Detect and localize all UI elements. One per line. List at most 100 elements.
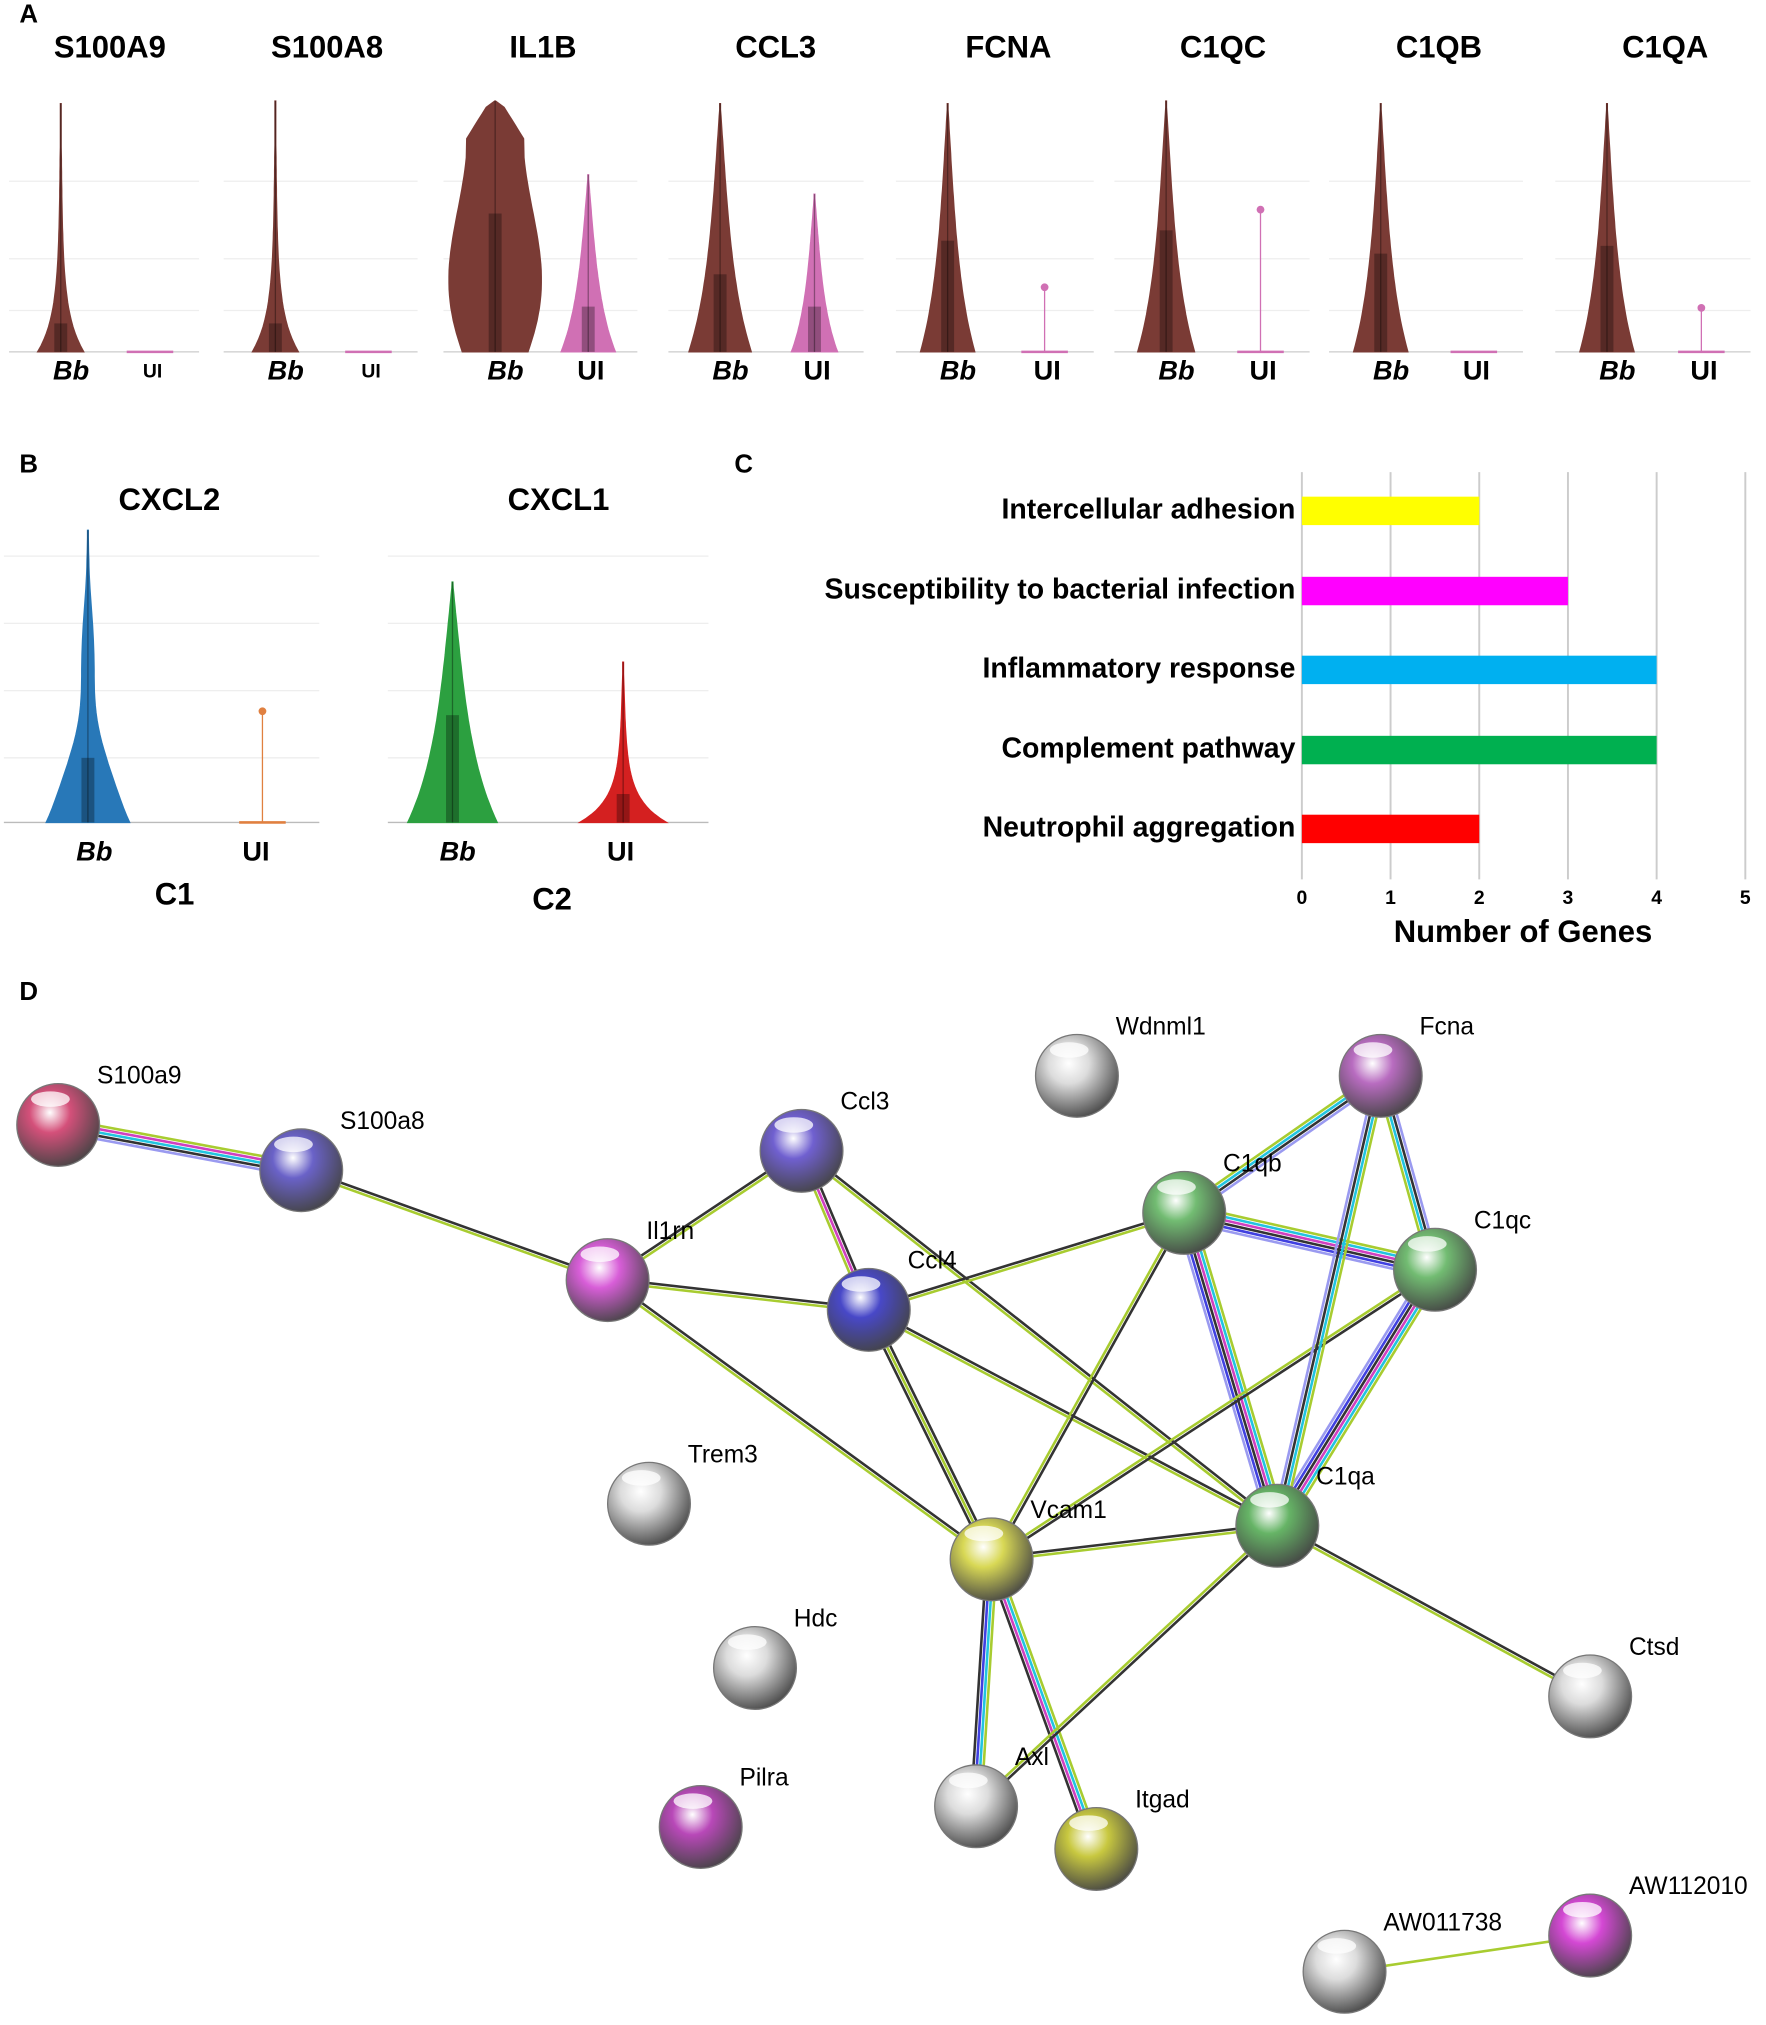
network-links: [56, 1070, 1592, 1974]
network-link: [870, 1307, 996, 1559]
network-link: [1280, 1271, 1441, 1530]
node-label: Hdc: [794, 1606, 838, 1633]
network-link: [1178, 1213, 1274, 1528]
gene-title: CXCL2: [119, 482, 221, 517]
x-axis-label: Number of Genes: [1394, 914, 1653, 949]
x-tick-label: 5: [1740, 887, 1751, 909]
network-link: [989, 1267, 1435, 1560]
network-link: [799, 1151, 1278, 1529]
gene-title: CCL3: [735, 30, 816, 65]
category-label: Susceptibility to bacterial infection: [825, 574, 1296, 606]
node-highlight: [1069, 1815, 1108, 1831]
network-link: [991, 1270, 1437, 1562]
network-link: [607, 1277, 870, 1310]
group-label: Bb: [487, 355, 523, 386]
violin-bb: [1352, 102, 1409, 353]
network-link: [976, 1526, 1280, 1809]
node-label: S100a8: [340, 1108, 425, 1135]
group-label: UI: [1250, 355, 1277, 386]
network-link: [988, 1211, 1184, 1560]
violin-bb: [251, 100, 300, 353]
node-label: AW112010: [1629, 1873, 1748, 1900]
category-label: Intercellular adhesion: [1001, 493, 1295, 525]
node-highlight: [1250, 1492, 1289, 1508]
node-highlight: [274, 1136, 313, 1153]
network-link: [1277, 1523, 1592, 1697]
node-highlight: [31, 1091, 70, 1107]
node-highlight: [774, 1117, 814, 1133]
network-link: [605, 1280, 992, 1562]
node-label: Vcam1: [1030, 1497, 1106, 1524]
violin-bb: [45, 529, 131, 824]
node-label: Itgad: [1135, 1787, 1190, 1814]
node-highlight: [1353, 1042, 1393, 1058]
network-link: [607, 1280, 869, 1313]
group-label: Bb: [268, 355, 304, 386]
network-link: [991, 1558, 1100, 1849]
network-link: [1182, 1216, 1435, 1276]
violin-bb: [919, 102, 976, 353]
gene-title: CXCL1: [508, 482, 610, 517]
group-label: UI: [607, 836, 634, 867]
network-link: [1185, 1206, 1437, 1267]
panel-label: A: [19, 1, 38, 29]
group-label: UI: [804, 355, 831, 386]
violin-box: [446, 715, 459, 823]
network-link: [1182, 1219, 1434, 1280]
category-label: Neutrophil aggregation: [983, 811, 1296, 843]
node-label: Fcna: [1420, 1013, 1475, 1040]
violin-box: [488, 213, 502, 352]
group-label: Bb: [1599, 355, 1635, 386]
panel-label: C: [734, 450, 753, 478]
group-label: Bb: [940, 355, 976, 386]
node-highlight: [580, 1246, 620, 1263]
category-label: Complement pathway: [1002, 733, 1296, 765]
group-label: UI: [1463, 355, 1490, 386]
bar: [1301, 655, 1657, 685]
network-link: [868, 1213, 1186, 1313]
network-link: [300, 1170, 608, 1283]
network-link: [1174, 1214, 1271, 1529]
gene-title: S100A9: [54, 30, 166, 65]
gene-title: IL1B: [509, 30, 576, 65]
node-label: Wdnml1: [1116, 1013, 1206, 1040]
violin-box: [81, 757, 95, 823]
violin-ui: [560, 174, 617, 353]
network-link: [995, 1557, 1103, 1848]
network-link: [1187, 1211, 1284, 1525]
network-link: [1271, 1266, 1432, 1524]
violin-box: [941, 240, 955, 352]
network-link: [1184, 1212, 1281, 1526]
group-label: Bb: [1373, 355, 1409, 386]
group-label: Bb: [712, 355, 748, 386]
network-link: [1274, 1268, 1435, 1526]
network-link: [985, 1560, 1093, 1852]
network-link: [301, 1167, 609, 1280]
node-highlight: [964, 1525, 1004, 1542]
outlier: [1256, 205, 1265, 214]
network-link: [607, 1277, 994, 1560]
group-label: Bb: [76, 836, 112, 867]
panel-label: D: [19, 978, 38, 1006]
node-highlight: [1563, 1662, 1602, 1679]
network-link: [1283, 1273, 1444, 1531]
network-link: [1271, 1074, 1378, 1525]
network-link: [1191, 1210, 1287, 1524]
gene-title: FCNA: [965, 30, 1051, 65]
group-label: UI: [361, 361, 380, 383]
violin-ui: [790, 193, 839, 353]
gene-title: S100A8: [271, 30, 383, 65]
violin-box: [616, 794, 630, 823]
network-link: [1275, 1526, 1590, 1700]
violin-box: [1600, 245, 1614, 352]
node-label: Pilra: [739, 1765, 788, 1792]
network-link: [1269, 1264, 1429, 1523]
group-label: UI: [242, 836, 269, 867]
network-link: [1277, 1269, 1438, 1528]
bar: [1301, 814, 1480, 844]
node-highlight: [841, 1276, 881, 1292]
outlier: [1040, 283, 1049, 292]
bar: [1301, 496, 1480, 526]
